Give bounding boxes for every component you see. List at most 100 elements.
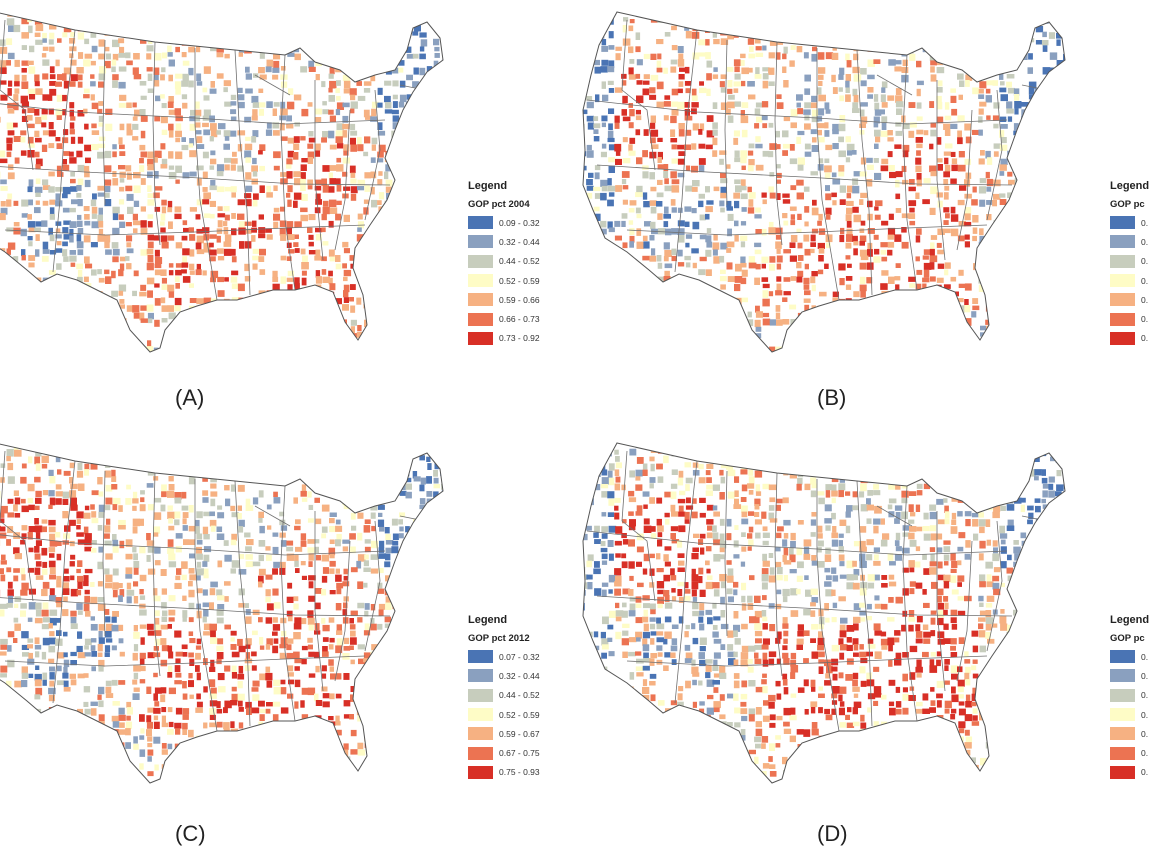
legend-c: Legend GOP pct 2012 0.07 - 0.32 0.32 - 0.… (468, 614, 540, 782)
legend-label: 0.09 - 0.32 (499, 217, 540, 228)
legend-swatch (1110, 254, 1135, 268)
legend-swatch (1110, 274, 1135, 288)
legend-item: 0.44 - 0.52 (468, 686, 540, 705)
legend-item: 0.44 - 0.52 (468, 252, 540, 271)
legend-items: 0.07 - 0.32 0.32 - 0.44 0.44 - 0.52 0.52 - … (468, 647, 540, 782)
legend-items: 0.09 - 0.32 0.32 - 0.44 0.44 - 0.52 0.52 - … (468, 213, 540, 348)
legend-swatch (1110, 650, 1135, 664)
legend-label: 0.52 - 0.59 (499, 275, 540, 286)
legend-swatch (1110, 293, 1135, 307)
legend-label: 0.59 - 0.67 (499, 728, 540, 739)
state-borders (586, 450, 1048, 732)
country-outline (0, 12, 444, 353)
panel-label: (D) (817, 821, 848, 846)
legend-item: 0. (1110, 252, 1149, 271)
legend-label: 0. (1141, 709, 1149, 720)
legend-item: 0.52 - 0.59 (468, 271, 540, 290)
legend-label: 0.07 - 0.32 (499, 651, 540, 662)
country-outline (0, 443, 444, 784)
legend-swatch (468, 746, 493, 760)
country-base (583, 12, 1065, 352)
legend-label: 0.44 - 0.52 (499, 690, 540, 701)
map-panel-a: Legend GOP pct 2004 0.09 - 0.32 0.32 - 0.… (0, 0, 575, 431)
legend-subtitle: GOP pct 2004 (468, 199, 530, 210)
legend-item: 0.59 - 0.66 (468, 290, 540, 309)
legend-item: 0. (1110, 705, 1149, 724)
legend-item: 0.32 - 0.44 (468, 666, 540, 685)
legend-item: 0.59 - 0.67 (468, 724, 540, 743)
country-outline (582, 442, 1066, 784)
legend-label: 0. (1141, 217, 1149, 228)
state-borders (0, 19, 426, 301)
legend-label: 0. (1141, 728, 1149, 739)
legend-item: 0. (1110, 743, 1149, 762)
legend-swatch (1110, 669, 1135, 683)
legend-swatch (468, 765, 493, 779)
legend-label: 0.32 - 0.44 (499, 236, 540, 247)
legend-item: 0. (1110, 213, 1149, 232)
legend-label: 0. (1141, 314, 1149, 325)
legend-item: 0.73 - 0.92 (468, 329, 540, 348)
legend-label: 0.75 - 0.93 (499, 767, 540, 778)
legend-label: 0. (1141, 767, 1149, 778)
legend-subtitle: GOP pct 2012 (468, 633, 530, 644)
legend-label: 0. (1141, 670, 1149, 681)
county-map-d (582, 442, 1066, 784)
legend-item: 0. (1110, 686, 1149, 705)
state-borders (0, 450, 426, 732)
legend-label: 0.59 - 0.66 (499, 294, 540, 305)
legend-swatch (468, 727, 493, 741)
legend-item: 0. (1110, 763, 1149, 782)
panel-label: (C) (175, 821, 206, 846)
legend-label: 0. (1141, 275, 1149, 286)
legend-a: Legend GOP pct 2004 0.09 - 0.32 0.32 - 0.… (468, 180, 540, 348)
legend-swatch (1110, 312, 1135, 326)
legend-item: 0.75 - 0.93 (468, 763, 540, 782)
legend-label: 0. (1141, 690, 1149, 701)
legend-label: 0.66 - 0.73 (499, 314, 540, 325)
legend-label: 0.52 - 0.59 (499, 709, 540, 720)
legend-swatch (468, 274, 493, 288)
legend-item: 0.32 - 0.44 (468, 232, 540, 251)
legend-item: 0. (1110, 666, 1149, 685)
legend-items: 0. 0. 0. 0. 0. 0. 0. (1110, 213, 1149, 348)
panel-label: (B) (817, 385, 847, 410)
legend-item: 0.52 - 0.59 (468, 705, 540, 724)
country-base (0, 13, 443, 352)
map-panel-d: Legend GOP pc 0. 0. 0. 0. 0. 0. 0. (D) (575, 431, 1150, 862)
county-map-c (0, 443, 444, 784)
legend-label: 0. (1141, 256, 1149, 267)
legend-swatch (1110, 765, 1135, 779)
legend-swatch (468, 312, 493, 326)
legend-swatch (1110, 235, 1135, 249)
legend-label: 0. (1141, 651, 1149, 662)
legend-swatch (1110, 331, 1135, 345)
legend-d: Legend GOP pc 0. 0. 0. 0. 0. 0. 0. (1110, 614, 1149, 782)
legend-item: 0. (1110, 329, 1149, 348)
legend-title: Legend (1110, 180, 1150, 192)
legend-subtitle: GOP pc (1110, 633, 1145, 644)
legend-items: 0. 0. 0. 0. 0. 0. 0. (1110, 647, 1149, 782)
state-borders (586, 19, 1048, 301)
legend-label: 0. (1141, 333, 1149, 344)
legend-swatch (1110, 727, 1135, 741)
legend-swatch (468, 235, 493, 249)
legend-swatch (468, 650, 493, 664)
legend-swatch (468, 688, 493, 702)
legend-label: 0.44 - 0.52 (499, 256, 540, 267)
legend-label: 0. (1141, 294, 1149, 305)
legend-swatch (1110, 708, 1135, 722)
country-outline (582, 11, 1066, 353)
legend-swatch (468, 254, 493, 268)
legend-label: 0.67 - 0.75 (499, 748, 540, 759)
panel-label: (A) (175, 385, 205, 410)
legend-b: Legend GOP pc 0. 0. 0. 0. 0. 0. 0. (1110, 180, 1149, 348)
map-panel-c: Legend GOP pct 2012 0.07 - 0.32 0.32 - 0.… (0, 431, 575, 862)
legend-swatch (1110, 746, 1135, 760)
legend-item: 0. (1110, 232, 1149, 251)
map-panel-b: Legend GOP pc 0. 0. 0. 0. 0. 0. 0. (B) (575, 0, 1150, 431)
legend-item: 0.66 - 0.73 (468, 309, 540, 328)
legend-item: 0. (1110, 309, 1149, 328)
legend-swatch (1110, 688, 1135, 702)
legend-title: Legend (1110, 614, 1150, 626)
